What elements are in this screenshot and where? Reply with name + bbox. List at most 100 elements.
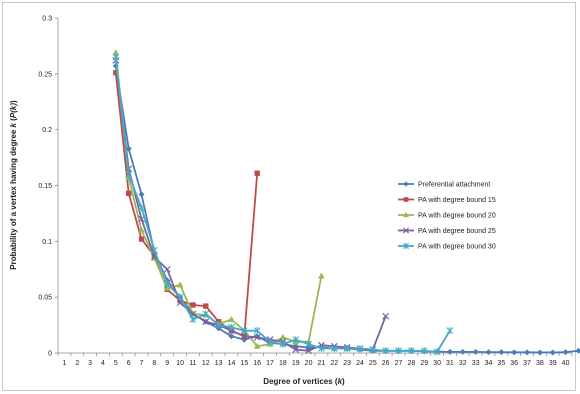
data-point <box>382 312 390 320</box>
data-point <box>215 321 223 329</box>
x-tick-label: 37 <box>523 360 531 367</box>
x-tick-label: 8 <box>152 360 156 367</box>
data-point <box>125 170 133 178</box>
legend-label: PA with degree bound 15 <box>418 197 496 204</box>
data-point <box>318 272 325 279</box>
series-3 <box>112 49 325 349</box>
data-point <box>305 347 312 355</box>
y-tick-label: 0.15 <box>38 183 52 190</box>
y-tick-label: 0.1 <box>42 239 52 246</box>
x-tick-label: 13 <box>215 360 223 367</box>
x-tick-label: 30 <box>433 360 441 367</box>
data-point <box>403 242 409 250</box>
legend-label: Preferential attachment <box>418 182 490 189</box>
data-point <box>253 342 261 349</box>
y-tick-label: 0.25 <box>38 71 52 78</box>
x-tick-label: 22 <box>330 360 338 367</box>
series-4 <box>112 57 390 355</box>
data-point <box>330 345 338 353</box>
data-point <box>369 346 377 354</box>
x-tick-label: 18 <box>279 360 287 367</box>
data-point <box>292 336 300 344</box>
data-point <box>343 345 351 353</box>
x-tick-label: 9 <box>165 360 169 367</box>
data-point <box>163 265 171 273</box>
data-point <box>202 318 210 326</box>
data-point <box>395 347 402 355</box>
data-point <box>279 340 287 348</box>
data-point <box>305 340 312 348</box>
data-point <box>536 349 543 356</box>
data-point <box>318 345 325 353</box>
data-point <box>240 332 248 340</box>
y-tick-label: 0 <box>48 351 52 358</box>
x-tick-label: 1 <box>62 360 66 367</box>
legend-label: PA with degree bound 20 <box>418 213 496 220</box>
data-point <box>176 281 184 288</box>
x-tick-label: 40 <box>562 360 570 367</box>
legend-label: PA with degree bound 25 <box>418 228 496 235</box>
data-point <box>203 303 209 309</box>
series-line <box>114 52 323 348</box>
y-tick-label: 0.3 <box>42 16 52 23</box>
x-tick-label: 35 <box>497 360 505 367</box>
legend-entry: Preferential attachment <box>398 181 490 189</box>
x-tick-label: 38 <box>536 360 544 367</box>
y-tick-label: 0.2 <box>42 127 52 134</box>
data-point <box>459 348 466 355</box>
data-point <box>176 293 184 301</box>
x-tick-label: 19 <box>292 360 300 367</box>
data-point <box>382 347 390 355</box>
x-tick-label: 29 <box>420 360 428 367</box>
data-point <box>433 348 441 356</box>
data-point <box>485 349 492 356</box>
chart-frame <box>2 2 576 391</box>
series-line <box>114 65 579 354</box>
plot-area <box>112 49 580 356</box>
data-point <box>138 204 145 212</box>
x-tick-label: 6 <box>127 360 131 367</box>
data-point <box>446 327 454 335</box>
data-point <box>446 348 453 355</box>
data-point <box>472 348 479 355</box>
data-point <box>254 170 260 176</box>
x-tick-label: 11 <box>189 360 196 367</box>
x-tick-label: 5 <box>114 360 118 367</box>
legend-entry: PA with degree bound 20 <box>398 211 496 220</box>
data-point <box>240 327 248 335</box>
data-point <box>163 284 171 291</box>
data-point <box>228 323 235 331</box>
x-tick-label: 27 <box>395 360 403 367</box>
data-point <box>163 280 171 288</box>
x-tick-label: 14 <box>228 360 236 367</box>
data-point <box>253 333 261 341</box>
data-point <box>292 346 300 354</box>
data-point <box>524 349 531 356</box>
series-line <box>114 60 387 352</box>
x-tick-label: 7 <box>140 360 144 367</box>
x-tick-label: 39 <box>549 360 557 367</box>
data-point <box>228 316 235 322</box>
data-point <box>190 302 196 308</box>
x-tick-label: 15 <box>240 360 248 367</box>
data-point <box>402 227 410 234</box>
data-point <box>575 347 580 354</box>
x-tick-label: 26 <box>382 360 390 367</box>
x-tick-label: 24 <box>356 360 364 367</box>
series-line <box>114 57 451 353</box>
data-point <box>138 226 145 233</box>
x-tick-label: 36 <box>510 360 518 367</box>
data-point <box>150 246 158 254</box>
data-point <box>407 347 415 355</box>
x-tick-label: 17 <box>266 360 274 367</box>
x-tick-label: 25 <box>369 360 377 367</box>
data-point <box>511 349 518 356</box>
legend-entry: PA with degree bound 30 <box>398 242 496 251</box>
data-point <box>228 333 235 340</box>
x-axis-title: Degree of vertices (k) <box>263 377 345 386</box>
x-tick-label: 31 <box>446 360 454 367</box>
data-point <box>356 345 364 353</box>
data-point <box>420 347 428 355</box>
axes: 00.050.10.150.20.250.31 2 3 4 5 6 7 8 9 10 11 12 13 1… <box>38 16 573 367</box>
